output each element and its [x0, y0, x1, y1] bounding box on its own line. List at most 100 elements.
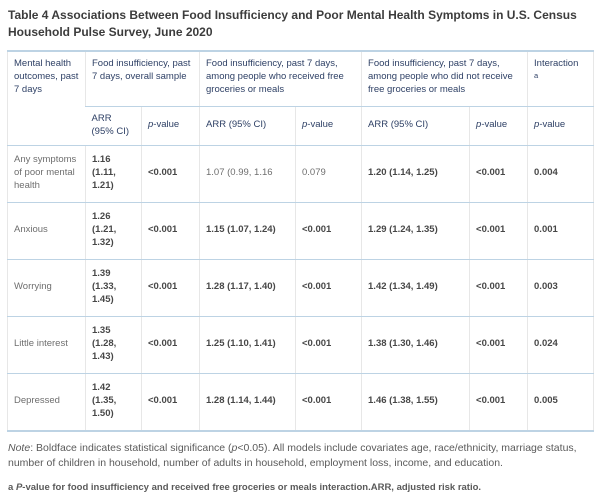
subheader-text: -value: [307, 119, 334, 131]
subheader-text: ARR (95% CI): [368, 119, 429, 131]
cell-value: 0.001: [534, 224, 558, 236]
table-title: Table 4 Associations Between Food Insuff…: [8, 8, 577, 40]
header-text: Food insufficiency, past 7 days, among p…: [368, 58, 513, 95]
cell-value: 1.29 (1.24, 1.35): [368, 224, 438, 236]
subheader-pvalue-not-received: p-value: [469, 106, 528, 146]
row-label: Anxious: [7, 202, 86, 260]
table-cell: 1.35 (1.28, 1.43): [85, 316, 142, 374]
cell-value: 1.39 (1.33, 1.45): [92, 268, 117, 306]
subheader-text: -value: [153, 119, 180, 131]
table-row-anxious: Anxious 1.26 (1.21, 1.32) <0.001 1.15 (1…: [7, 202, 594, 260]
cell-value: 1.35 (1.28, 1.43): [92, 325, 117, 363]
table-cell: 0.003: [527, 259, 594, 317]
cell-value: Worrying: [14, 281, 52, 293]
header-text: Food insufficiency, past 7 days, overall…: [92, 58, 191, 82]
cell-value: <0.001: [148, 167, 178, 179]
footnote-marker: a: [534, 70, 539, 80]
table-notes: Note: Boldface indicates statistical sig…: [8, 441, 594, 493]
header-text: Mental health outcomes, past 7 days: [14, 58, 79, 95]
cell-value: <0.001: [148, 281, 178, 293]
table-cell: <0.001: [469, 373, 528, 432]
table-cell: 1.38 (1.30, 1.46): [361, 316, 470, 374]
column-group-overall-sample: Food insufficiency, past 7 days, overall…: [85, 51, 200, 108]
row-label: Worrying: [7, 259, 86, 317]
table-cell: 0.001: [527, 202, 594, 260]
cell-value: 1.16 (1.11, 1.21): [92, 154, 116, 192]
note-italic-p: p: [231, 441, 238, 454]
cell-value: <0.001: [476, 224, 506, 236]
subheader-italic: p: [148, 119, 154, 131]
table-cell: <0.001: [141, 145, 200, 203]
column-group-not-received-groceries: Food insufficiency, past 7 days, among p…: [361, 51, 528, 108]
table-cell: 1.15 (1.07, 1.24): [199, 202, 296, 260]
note-text: -value for food insufficiency and receiv…: [22, 482, 482, 493]
cell-value: 1.46 (1.38, 1.55): [368, 395, 438, 407]
table-cell: 1.42 (1.34, 1.49): [361, 259, 470, 317]
cell-value: 1.15 (1.07, 1.24): [206, 224, 276, 236]
table-cell: <0.001: [141, 259, 200, 317]
column-group-received-groceries: Food insufficiency, past 7 days, among p…: [198, 51, 362, 108]
subheader-pvalue-overall: p-value: [141, 106, 200, 146]
row-label: Any symptoms of poor mental health: [7, 145, 86, 203]
table-cell: <0.001: [294, 202, 362, 260]
cell-value: 0.005: [534, 395, 558, 407]
table-cell: 0.079: [294, 145, 362, 203]
subheader-pvalue-interaction: p-value: [527, 106, 594, 146]
table-cell: 1.26 (1.21, 1.32): [85, 202, 142, 260]
table-cell: 1.25 (1.10, 1.41): [199, 316, 296, 374]
cell-value: 1.28 (1.14, 1.44): [206, 395, 276, 407]
table-row-depressed: Depressed 1.42 (1.35, 1.50) <0.001 1.28 …: [7, 373, 594, 432]
table-row-little-interest: Little interest 1.35 (1.28, 1.43) <0.001…: [7, 316, 594, 374]
row-label: Little interest: [7, 316, 86, 374]
table-cell: <0.001: [294, 316, 362, 374]
subheader-text: -value: [539, 119, 566, 131]
table-row-worrying: Worrying 1.39 (1.33, 1.45) <0.001 1.28 (…: [7, 259, 594, 317]
subheader-text: ARR (95% CI): [91, 113, 129, 137]
table-cell: <0.001: [141, 373, 200, 432]
cell-value: 1.26 (1.21, 1.32): [92, 211, 117, 249]
table-cell: <0.001: [294, 259, 362, 317]
cell-value: 0.024: [534, 338, 558, 350]
cell-value: Little interest: [14, 338, 68, 350]
cell-value: Any symptoms of poor mental health: [14, 154, 77, 192]
cell-value: 0.079: [302, 167, 326, 179]
cell-value: <0.001: [476, 281, 506, 293]
subheader-italic: p: [476, 119, 482, 131]
header-text: Interaction: [534, 58, 579, 70]
cell-value: <0.001: [476, 395, 506, 407]
note-significance: Note: Boldface indicates statistical sig…: [8, 441, 594, 471]
column-header-outcomes: Mental health outcomes, past 7 days: [7, 51, 86, 146]
cell-value: 1.42 (1.35, 1.50): [92, 382, 117, 420]
subheader-arr-received: ARR (95% CI): [199, 106, 296, 146]
cell-value: <0.001: [148, 338, 178, 350]
table-cell: <0.001: [469, 259, 528, 317]
table-cell: <0.001: [294, 373, 362, 432]
table-cell: 1.20 (1.14, 1.25): [361, 145, 470, 203]
column-group-interaction: Interaction a: [527, 51, 594, 108]
cell-value: <0.001: [476, 338, 506, 350]
subheader-italic: p: [302, 119, 308, 131]
subheader-pvalue-received: p-value: [294, 106, 362, 146]
table-cell: 1.28 (1.14, 1.44): [199, 373, 296, 432]
cell-value: Anxious: [14, 224, 48, 236]
table-cell: 1.46 (1.38, 1.55): [361, 373, 470, 432]
table-cell: <0.001: [469, 316, 528, 374]
table-cell: 1.39 (1.33, 1.45): [85, 259, 142, 317]
subheader-text: -value: [481, 119, 508, 131]
table-cell: 0.004: [527, 145, 594, 203]
table-cell: 1.29 (1.24, 1.35): [361, 202, 470, 260]
cell-value: 1.38 (1.30, 1.46): [368, 338, 438, 350]
header-text: Food insufficiency, past 7 days, among p…: [206, 58, 344, 95]
table-cell: <0.001: [469, 202, 528, 260]
cell-value: 0.003: [534, 281, 558, 293]
cell-value: <0.001: [302, 338, 332, 350]
cell-value: <0.001: [302, 395, 332, 407]
row-label: Depressed: [7, 373, 86, 432]
cell-value: <0.001: [148, 224, 178, 236]
subheader-arr-overall: ARR (95% CI): [85, 106, 142, 146]
table-cell: 1.16 (1.11, 1.21): [85, 145, 142, 203]
table-cell: 1.42 (1.35, 1.50): [85, 373, 142, 432]
cell-value: <0.001: [302, 224, 332, 236]
table-cell: <0.001: [141, 202, 200, 260]
